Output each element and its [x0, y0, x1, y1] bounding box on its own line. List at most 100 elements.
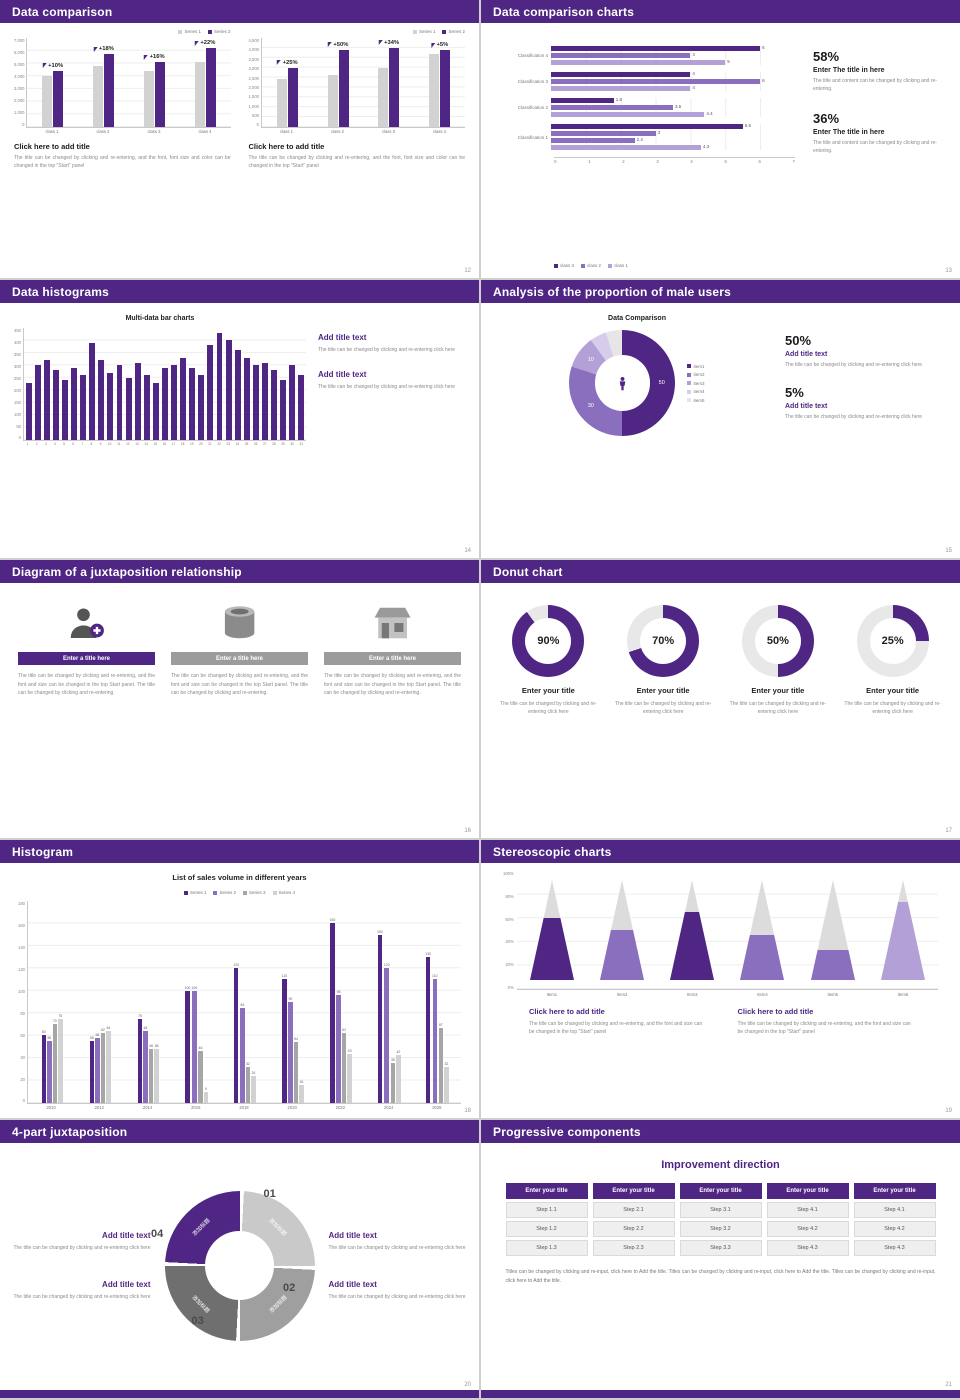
growth-value: +10% [48, 62, 64, 69]
step-cell[interactable]: Step 1.3 [505, 1240, 588, 1256]
caption-block: Click here to add title The title can be… [738, 1007, 913, 1036]
slide-title-bar: Diagram of a juxtaposition relationship [0, 560, 479, 583]
cone-Item2 [600, 880, 645, 980]
plot-area: 60 55 70 75 55 58 62 64 75 64 48 48 100 100 46 9 120 84 32… [27, 901, 461, 1104]
step-cell[interactable]: Step 2.3 [592, 1240, 675, 1256]
y-tick-label: 0 [22, 1098, 25, 1104]
y-tick-label: 150 [14, 399, 21, 405]
bar-value-label: 64 [106, 1025, 111, 1030]
gauge-hole: 25% [869, 617, 916, 665]
x-tick-label: 2014 [142, 1105, 153, 1110]
bar-value-label: 46 [198, 1046, 203, 1051]
bar-value-label: 55 [89, 1035, 94, 1040]
bar-group: 55 58 62 64 [76, 901, 124, 1103]
step-cell[interactable]: Step 1.2 [505, 1221, 588, 1237]
bar-group: +50% [313, 38, 364, 127]
bar-wrap: 110 [282, 901, 287, 1103]
gauge-card: 70% Enter your title The title can be chan… [614, 605, 713, 716]
gauge-hole: 90% [525, 617, 572, 665]
bar-group [97, 328, 106, 440]
step-cell[interactable]: Step 4.1 [853, 1202, 936, 1218]
bar [390, 1063, 396, 1103]
bar [389, 47, 400, 127]
bar [143, 70, 154, 127]
x-tick-label: 2012 [94, 1105, 104, 1110]
page-number: 14 [464, 548, 471, 554]
cone-cell [587, 871, 657, 989]
bar [551, 53, 691, 58]
segment-label: 添加标题 [192, 1218, 212, 1238]
x-tick-label: Item3 [687, 992, 698, 997]
step-cell[interactable]: Step 4.3 [853, 1240, 936, 1256]
step-cell[interactable]: Step 2.2 [592, 1221, 675, 1237]
bar-wrap: 62 [341, 901, 347, 1103]
y-tick-label: 500 [251, 113, 259, 118]
step-cell[interactable]: Step 4.2 [853, 1221, 936, 1237]
y-tick-label: 40% [505, 939, 514, 945]
bar-cluster [363, 38, 414, 127]
h-bars: 5.5 3 2.4 4.3 [551, 124, 795, 150]
step-column-title[interactable]: Enter your title [505, 1183, 588, 1199]
title-button[interactable]: Enter a title here [18, 652, 155, 665]
step-column-title[interactable]: Enter your title [592, 1183, 675, 1199]
bar-value-label: 4 [692, 52, 695, 58]
bar [89, 1040, 95, 1103]
bar [341, 1033, 347, 1103]
step-cell[interactable]: Step 2.1 [592, 1202, 675, 1218]
step-cell[interactable]: Step 4.3 [766, 1240, 849, 1256]
y-tick-label: 0 [256, 122, 259, 128]
step-cell[interactable]: Step 3.1 [679, 1202, 762, 1218]
slide-body: 90% Enter your title The title can be chan… [481, 583, 960, 838]
x-axis: 2010 2012 2014 2016 2018 2020 2022 2024 2026 [27, 1104, 461, 1110]
x-tick-label: 5 [724, 159, 727, 164]
bar-value-label: 32 [444, 1061, 449, 1066]
bar [378, 67, 389, 127]
step-column-title[interactable]: Enter your title [766, 1183, 849, 1199]
chart-panel: Series 1 Series 2 4,500 4,000 3,500 3,000 2,5… [248, 29, 465, 272]
stat-value: 5% [785, 385, 804, 400]
step-cell[interactable]: Step 4.1 [766, 1202, 849, 1218]
growth-value: +5% [436, 42, 449, 48]
title-button[interactable]: Enter a title here [171, 652, 308, 665]
chart-title: Multi-data bar charts [125, 315, 195, 322]
chart-legend: Series 1 Series 2 [14, 29, 231, 34]
plot-area [23, 328, 306, 441]
bar [551, 105, 673, 110]
step-column-title[interactable]: Enter your title [679, 1183, 762, 1199]
bar-group [69, 328, 78, 440]
legend-item: Series 1 [412, 29, 435, 34]
x-tick-label: 24 [235, 442, 240, 446]
step-cell[interactable]: Step 4.2 [766, 1221, 849, 1237]
step-cell[interactable]: Step 3.2 [679, 1221, 762, 1237]
step-cell[interactable]: Step 1.1 [505, 1202, 588, 1218]
bar-wrap: 150 [377, 901, 383, 1103]
bar-value-label: 55 [47, 1035, 52, 1040]
segmented-ring-chart: 添加标题 01 添加标题 02 添加标题 03 添加标题 04 [151, 1188, 315, 1341]
donut-hole [594, 355, 651, 411]
x-tick-label: 6 [758, 159, 761, 164]
title-button[interactable]: Enter a title here [324, 652, 461, 665]
legend-item: item5 [687, 398, 705, 403]
y-axis: 100% 80% 60% 40% 20% 0% [503, 871, 517, 990]
bar [432, 979, 438, 1103]
cone-cell [517, 871, 587, 989]
x-tick-label: class 4 [432, 129, 446, 134]
bar-cluster [288, 328, 297, 440]
step-column: Enter your title Step 2.1 Step 2.2 Step 2.3 [592, 1183, 675, 1256]
bar-wrap: 64 [143, 901, 148, 1103]
cone-cell [868, 871, 938, 989]
y-tick-label: 50 [16, 423, 21, 429]
page-number: 13 [945, 268, 952, 274]
bar-group [60, 328, 69, 440]
y-axis: 180 160 140 120 100 80 60 40 20 0 [18, 901, 27, 1104]
bar-group [133, 328, 142, 440]
legend-item: Series 4 [272, 890, 295, 895]
bar [293, 1042, 299, 1103]
x-tick-label: 2 [622, 159, 625, 164]
step-column-title[interactable]: Enter your title [853, 1183, 936, 1199]
step-cell[interactable]: Step 3.3 [679, 1240, 762, 1256]
group-label: Classification 3 [517, 79, 548, 84]
legend-label: Series 3 [249, 890, 266, 895]
y-tick-label: 2,000 [248, 84, 259, 90]
bar [98, 360, 105, 440]
